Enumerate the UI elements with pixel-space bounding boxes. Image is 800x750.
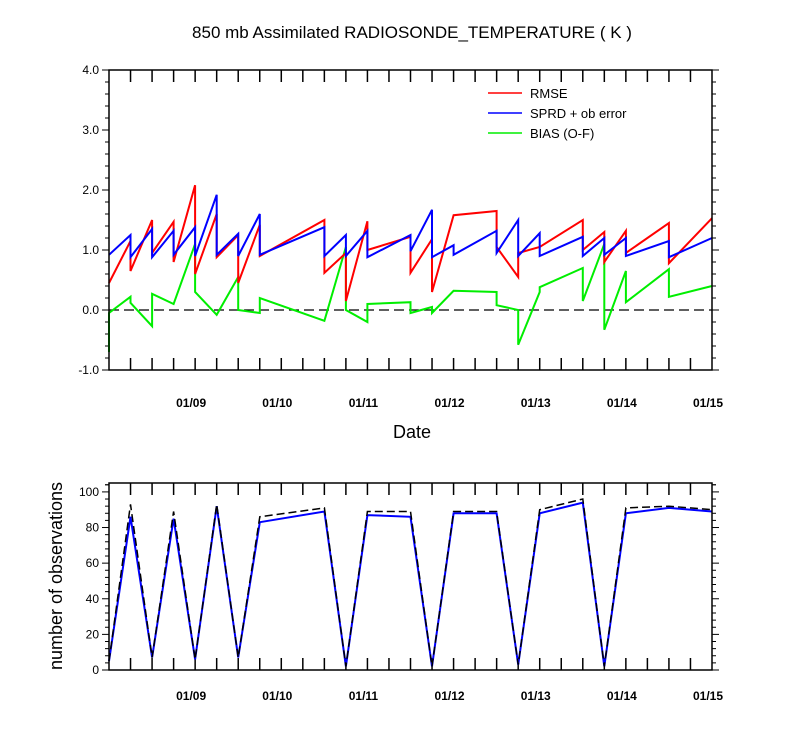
y-tick-label: 60	[86, 556, 100, 570]
y-axis-title: number of observations	[46, 482, 66, 670]
series-line-assimilated	[108, 501, 713, 667]
series-line-total	[108, 498, 713, 667]
x-tick-label: 01/11	[349, 689, 379, 703]
y-tick-label: -1.0	[78, 363, 99, 377]
bottom-chart-ticks	[102, 483, 719, 671]
bottom-chart-series	[108, 498, 713, 667]
series-line-bias-o-f-	[108, 243, 713, 352]
x-tick-label: 01/13	[521, 689, 551, 703]
y-tick-label: 0.0	[82, 303, 99, 317]
x-tick-label: 01/10	[262, 396, 292, 410]
y-tick-label: 2.0	[82, 183, 99, 197]
y-tick-label: 80	[86, 521, 100, 535]
x-axis-title: Date	[393, 422, 431, 442]
legend-label-rmse: RMSE	[530, 86, 568, 101]
x-tick-label: 01/10	[262, 689, 292, 703]
x-tick-label: 01/12	[435, 396, 465, 410]
top-chart-frame	[108, 69, 713, 371]
x-tick-label: 01/15	[693, 689, 723, 703]
bottom-chart-x-tick-labels: 01/09 01/10 01/11 01/12 01/13 01/14 01/15	[176, 689, 723, 703]
bottom-chart-y-tick-labels: 0 20 40 60 80 100	[79, 485, 99, 677]
bottom-chart-frame	[108, 482, 713, 671]
top-chart-series	[108, 184, 713, 352]
series-line-sprd-ob-error	[108, 194, 713, 261]
x-tick-label: 01/09	[176, 396, 206, 410]
y-tick-label: 3.0	[82, 123, 99, 137]
x-tick-label: 01/12	[435, 689, 465, 703]
y-tick-label: 0	[92, 663, 99, 677]
y-tick-label: 40	[86, 592, 100, 606]
top-chart-x-tick-labels: 01/09 01/10 01/11 01/12 01/13 01/14 01/15	[176, 396, 723, 410]
x-tick-label: 01/13	[521, 396, 551, 410]
x-tick-label: 01/14	[607, 396, 637, 410]
top-chart-ticks	[102, 69, 719, 371]
x-tick-label: 01/14	[607, 689, 637, 703]
x-tick-label: 01/15	[693, 396, 723, 410]
y-tick-label: 4.0	[82, 63, 99, 77]
y-tick-label: 1.0	[82, 243, 99, 257]
x-tick-label: 01/09	[176, 689, 206, 703]
chart-title: 850 mb Assimilated RADIOSONDE_TEMPERATUR…	[192, 23, 632, 42]
x-tick-label: 01/11	[349, 396, 379, 410]
legend: RMSE SPRD + ob error BIAS (O-F)	[488, 86, 627, 141]
y-tick-label: 20	[86, 627, 100, 641]
legend-label-sprd: SPRD + ob error	[530, 106, 627, 121]
legend-label-bias: BIAS (O-F)	[530, 126, 594, 141]
top-chart-y-tick-labels: -1.0 0.0 1.0 2.0 3.0 4.0	[78, 63, 99, 377]
y-tick-label: 100	[79, 485, 99, 499]
